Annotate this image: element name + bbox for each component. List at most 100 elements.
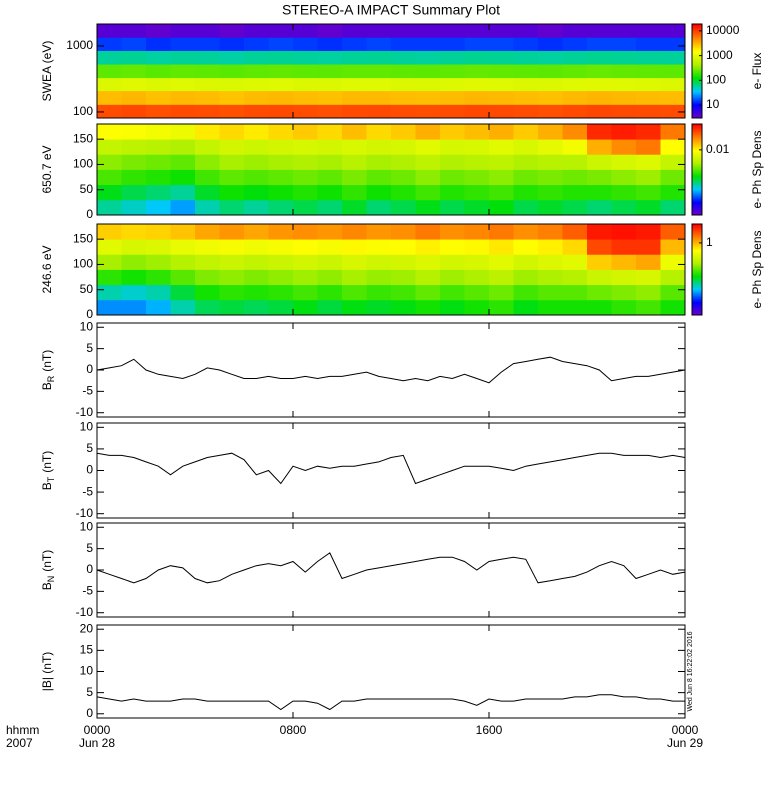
heatmap-cell (611, 269, 637, 286)
y-label-unit: (nT) (40, 451, 54, 473)
heatmap-cell (121, 124, 147, 140)
heatmap-cell (219, 139, 245, 155)
heatmap-cell (415, 104, 441, 119)
heatmap-cell (440, 24, 465, 38)
y-tick-label: 100 (73, 157, 93, 171)
heatmap-cell (489, 90, 514, 105)
x-format-label: hhmm (6, 723, 39, 737)
colorbar-tick-label: 10000 (706, 23, 740, 37)
y-axis-label: BT (nT) (40, 451, 56, 491)
colorbar-cell (692, 158, 702, 161)
heatmap-cell (513, 24, 539, 38)
heatmap-cell (195, 169, 220, 186)
heatmap-cell (219, 104, 245, 119)
colorbar-cell (692, 58, 702, 61)
heatmap-cell (97, 169, 122, 186)
y-tick-label: -10 (76, 506, 94, 520)
colorbar-cell (692, 149, 702, 152)
heatmap-cell (513, 154, 539, 170)
colorbar-cell (692, 94, 702, 97)
y-tick-label: -5 (82, 584, 93, 598)
heatmap-cell (587, 37, 612, 52)
heatmap-cell (146, 154, 171, 170)
heatmap-cell (464, 24, 490, 38)
heatmap-cell (464, 269, 490, 286)
colorbar-cell (692, 243, 702, 246)
colorbar-cell (692, 167, 702, 170)
colorbar-cell (692, 108, 702, 111)
heatmap-cell (611, 254, 637, 270)
colorbar-cell (692, 103, 702, 106)
y-tick-label: 0 (86, 706, 93, 720)
heatmap-cell (244, 124, 269, 140)
heatmap-cell (587, 124, 612, 140)
x-date-label: Jun 29 (667, 736, 703, 750)
heatmap-cell (660, 50, 686, 65)
y-tick-label: -10 (76, 605, 94, 619)
heatmap-cell (391, 24, 416, 38)
colorbar-cell (692, 127, 702, 130)
colorbar-cell (692, 56, 702, 59)
heatmap-cell (244, 224, 269, 240)
colorbar-cell (692, 248, 702, 251)
colorbar-cell (692, 228, 702, 231)
x-tick-label: 0800 (280, 723, 307, 737)
data-line (96, 452, 686, 485)
colorbar-cell (692, 261, 702, 264)
heatmap-cell (219, 169, 245, 186)
heatmap-cell (366, 269, 392, 286)
heatmap-cell (170, 64, 196, 79)
colorbar-cell (692, 111, 702, 114)
colorbar-cell (692, 102, 702, 105)
y-tick-label: -5 (82, 484, 93, 498)
heatmap-cell (587, 77, 612, 92)
colorbar-frame (691, 23, 703, 119)
heatmap-cell (391, 254, 416, 270)
heatmap-cell (293, 154, 318, 170)
heatmap-cell (415, 239, 441, 255)
y-tick-label: 50 (80, 282, 94, 296)
heatmap-cell (244, 139, 269, 155)
heatmap-cell (195, 154, 220, 170)
heatmap-cell (415, 169, 441, 186)
heatmap-cell (562, 239, 588, 255)
heatmap-cell (391, 299, 416, 316)
heatmap-cell (611, 169, 637, 186)
heatmap-cell (293, 90, 318, 105)
heatmap-cell (660, 269, 686, 286)
heatmap-cell (170, 184, 196, 201)
colorbar-cell (692, 269, 702, 272)
heatmap-cell (489, 104, 514, 119)
heatmap-cell (219, 299, 245, 316)
heatmap-cell (121, 104, 147, 119)
colorbar-cell (692, 47, 702, 50)
heatmap-cell (244, 90, 269, 105)
colorbar-cell (692, 136, 702, 139)
heatmap-cell (489, 199, 514, 216)
heatmap-cell (244, 239, 269, 255)
y-label-unit: (nT) (40, 350, 54, 372)
colorbar-cell (692, 83, 702, 86)
heatmap-cell (293, 124, 318, 140)
colorbar-cell (692, 130, 702, 133)
heatmap-cell (611, 239, 637, 255)
heatmap-cell (464, 224, 490, 240)
heatmap-cell (587, 24, 612, 38)
heatmap-cell (660, 299, 686, 316)
colorbar-cell (692, 224, 702, 227)
heatmap-cell (513, 124, 539, 140)
x-date-label: Jun 28 (79, 736, 115, 750)
heatmap-cell (489, 50, 514, 65)
colorbar-cell (692, 60, 702, 63)
heatmap-cell (219, 224, 245, 240)
colorbar-cell (692, 114, 702, 117)
colorbar-cell (692, 172, 702, 175)
heatmap-cell (562, 90, 588, 105)
heatmap-cell (146, 104, 171, 119)
colorbar-cell (692, 254, 702, 257)
heatmap-cell (342, 224, 367, 240)
heatmap-cell (317, 139, 343, 155)
heatmap-cell (342, 239, 367, 255)
colorbar-cell (692, 213, 702, 216)
colorbar-cell (692, 113, 702, 116)
